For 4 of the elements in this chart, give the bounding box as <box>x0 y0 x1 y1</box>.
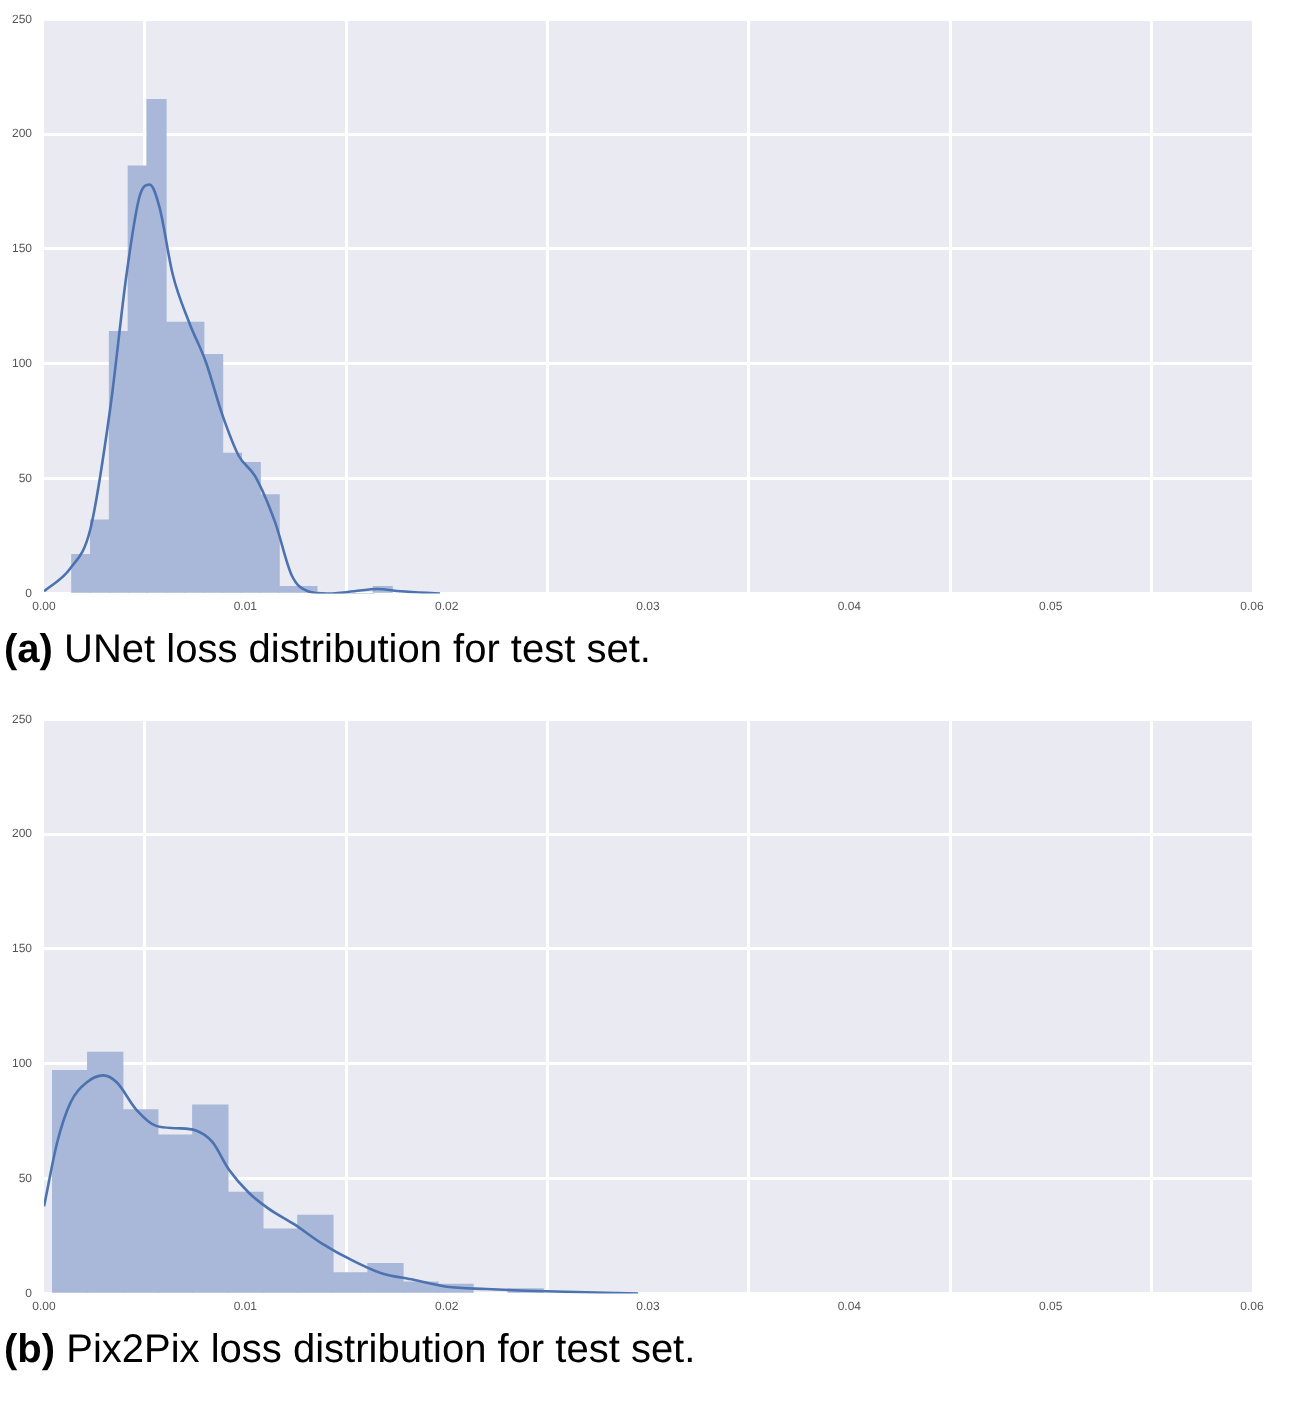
text: (b) Pix2Pix loss distribution for test set. <box>2 1326 698 1376</box>
line-series <box>44 183 442 594</box>
text: (a) UNet loss distribution for test set. <box>2 626 653 676</box>
line-series <box>44 1074 640 1294</box>
